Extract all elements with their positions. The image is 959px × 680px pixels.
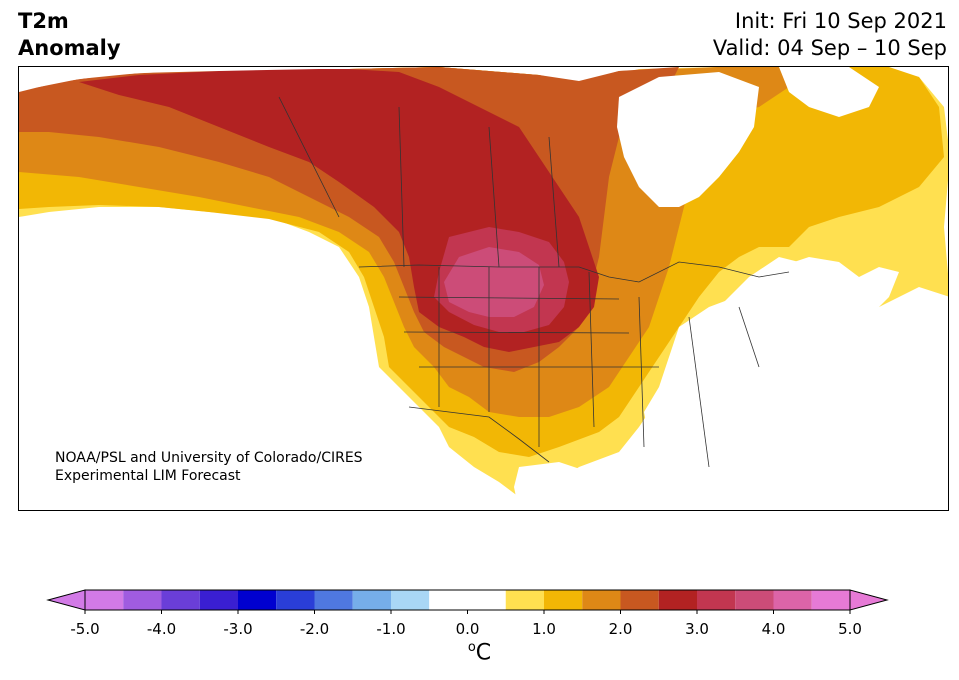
units-label: oC <box>0 640 959 665</box>
map-canvas <box>19 67 948 510</box>
colorbar-max-extend <box>849 589 889 611</box>
neutral-ocean-pacific <box>19 209 519 510</box>
us-mexico-border <box>408 406 550 463</box>
colorbar-bin-10 <box>505 590 544 610</box>
colorbar-tick-label: 0.0 <box>455 620 480 638</box>
degree-symbol: o <box>467 640 476 655</box>
colorbar-bin-9 <box>429 590 506 610</box>
colorbar-bin-11 <box>544 590 583 610</box>
state-line-j <box>738 306 760 368</box>
credit-block: NOAA/PSL and University of Colorado/CIRE… <box>55 449 363 485</box>
anomaly-subtitle: Anomaly <box>18 36 121 60</box>
colorbar <box>46 589 889 614</box>
date-block: Init: Fri 10 Sep 2021 Valid: 04 Sep – 10… <box>713 8 947 62</box>
state-line-i <box>688 316 710 468</box>
neutral-ocean-gulf <box>579 447 719 510</box>
neutral-hudson-bay <box>617 72 759 207</box>
anomaly-region-3.5 <box>444 247 544 317</box>
colorbar-bin-7 <box>352 590 391 610</box>
variable-title: T2m <box>18 9 69 33</box>
credit-line-1: NOAA/PSL and University of Colorado/CIRE… <box>55 450 363 466</box>
us-canada-border <box>358 261 790 283</box>
colorbar-bin-2 <box>161 590 200 610</box>
colorbar-bin-0 <box>85 590 124 610</box>
state-line-g <box>588 271 595 428</box>
neutral-ocean-atlantic <box>779 307 948 510</box>
colorbar-tick-label: -2.0 <box>299 620 330 638</box>
units-letter: C <box>475 640 492 666</box>
province-line-d <box>548 136 560 268</box>
colorbar-bin-5 <box>276 590 315 610</box>
colorbar-bin-14 <box>658 590 697 610</box>
colorbar-bin-8 <box>391 590 430 610</box>
state-line-a <box>398 296 620 300</box>
state-line-b <box>403 331 630 334</box>
colorbar-bin-15 <box>697 590 736 610</box>
title-block: T2m Anomaly <box>18 8 121 62</box>
colorbar-min-extend <box>46 589 86 611</box>
colorbar-bin-17 <box>773 590 812 610</box>
colorbar-bin-16 <box>735 590 774 610</box>
colorbar-bin-13 <box>620 590 659 610</box>
colorbar-tick-label: -3.0 <box>223 620 253 638</box>
colorbar-bin-4 <box>238 590 277 610</box>
colorbar-bin-1 <box>123 590 162 610</box>
colorbar-tick-label: 2.0 <box>608 620 633 638</box>
province-line-a <box>278 96 340 218</box>
colorbar-tick-label: 4.0 <box>761 620 786 638</box>
colorbar-tick-label: 5.0 <box>838 620 862 638</box>
anomaly-map <box>18 66 949 511</box>
colorbar-tick-labels: -5.0 -4.0 -3.0 -2.0 -1.0 0.0 1.0 2.0 3.0 4.0 5.0 <box>0 620 959 642</box>
neutral-ocean-northwest <box>19 67 339 89</box>
neutral-eastern-us <box>644 257 899 497</box>
valid-range: Valid: 04 Sep – 10 Sep <box>712 36 947 60</box>
colorbar-bin-3 <box>199 590 238 610</box>
colorbar-tick-label: -4.0 <box>146 620 177 638</box>
colorbar-bin-6 <box>314 590 353 610</box>
colorbar-tick-label: 3.0 <box>685 620 709 638</box>
credit-line-2: Experimental LIM Forecast <box>55 468 241 484</box>
neutral-arctic-islands <box>779 67 879 117</box>
state-line-h <box>638 296 645 448</box>
neutral-regions <box>19 67 948 510</box>
colorbar-tick-label: -1.0 <box>376 620 406 638</box>
colorbar-tick-label: 1.0 <box>532 620 556 638</box>
political-borders <box>278 96 790 468</box>
colorbar-bin-12 <box>582 590 621 610</box>
colorbar-tick-label: -5.0 <box>70 620 100 638</box>
province-line-c <box>488 126 500 268</box>
province-line-b <box>398 106 405 268</box>
colorbar-bin-18 <box>811 590 850 610</box>
init-date: Init: Fri 10 Sep 2021 <box>734 9 947 33</box>
